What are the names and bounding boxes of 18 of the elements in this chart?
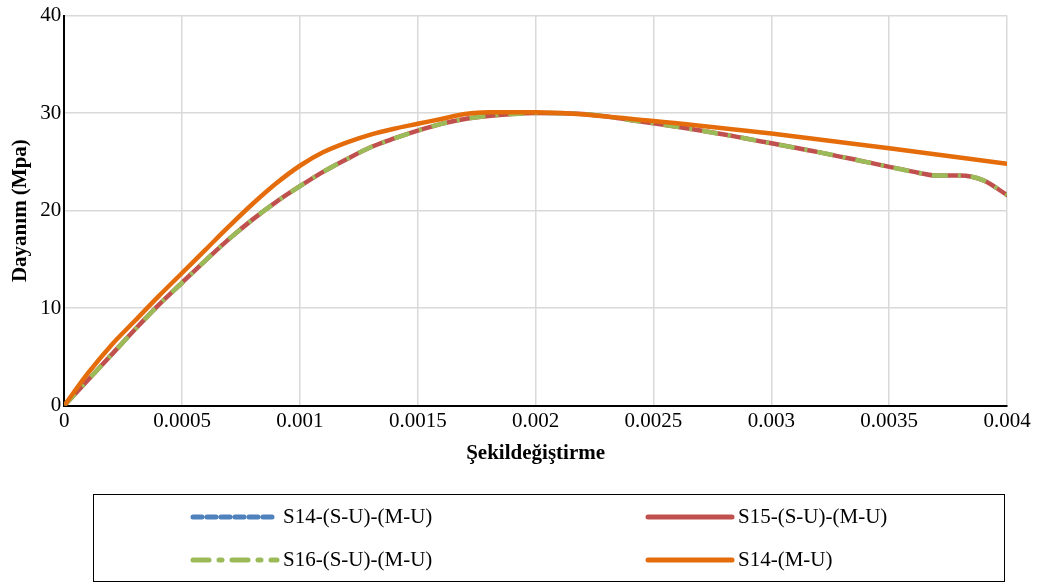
y-tick-label: 30 — [40, 99, 62, 124]
legend-label: S16-(S-U)-(M-U) — [283, 547, 433, 572]
y-tick-label: 20 — [40, 197, 62, 222]
y-tick-label: 10 — [40, 294, 62, 319]
y-axis-title: Dayanım (Mpa) — [7, 139, 32, 283]
x-tick-label: 0.002 — [511, 407, 560, 432]
legend-label: S15-(S-U)-(M-U) — [738, 504, 888, 529]
legend-label: S14-(M-U) — [738, 547, 833, 572]
x-tick-label: 0.0015 — [388, 407, 447, 432]
x-tick-label: 0.0025 — [624, 407, 683, 432]
x-tick-label: 0.004 — [983, 407, 1032, 432]
legend-label: S14-(S-U)-(M-U) — [283, 504, 433, 529]
x-tick-label: 0.0035 — [860, 407, 919, 432]
x-tick-label: 0.001 — [276, 407, 324, 432]
x-tick-label: 0.0005 — [153, 407, 211, 432]
x-axis-title: Şekildeğiştirme — [466, 439, 606, 464]
x-tick-label: 0.003 — [747, 407, 795, 432]
y-tick-label: 40 — [40, 2, 62, 27]
